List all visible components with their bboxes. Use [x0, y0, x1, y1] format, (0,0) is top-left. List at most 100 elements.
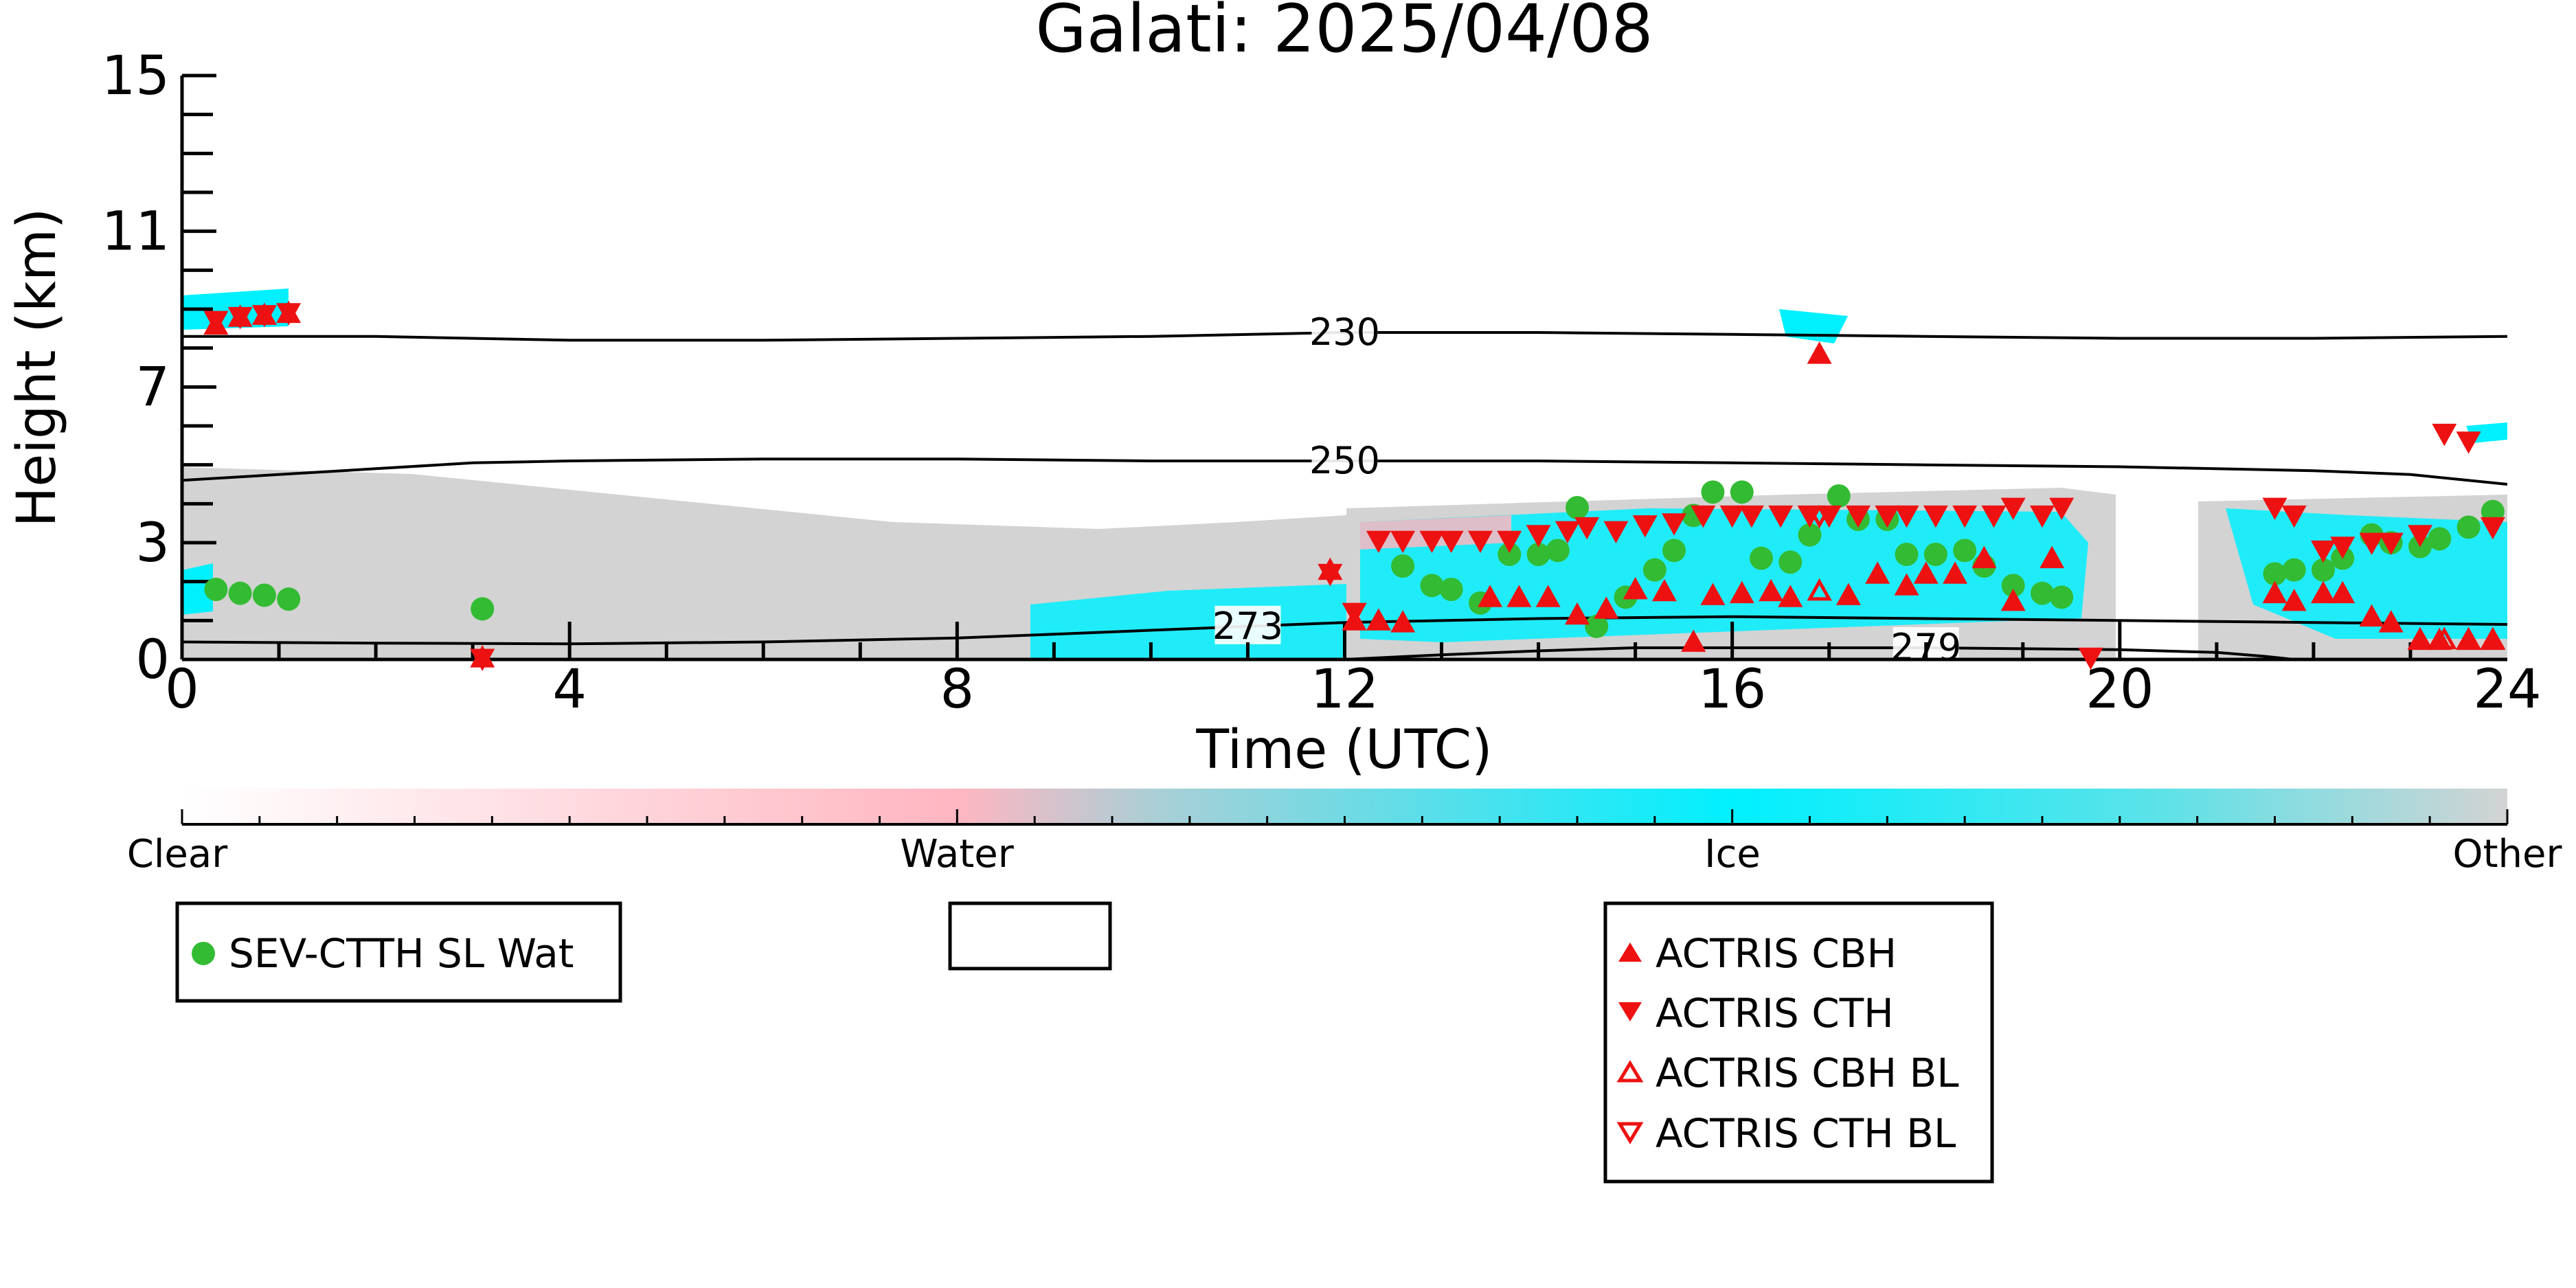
point-sev-ctth-sl-wat	[2001, 574, 2025, 598]
point-actris-cbh	[2262, 580, 2287, 604]
point-actris-cbh-bl	[1807, 578, 1832, 601]
point-actris-cth	[1632, 515, 1658, 538]
x-tick-label: 8	[940, 659, 975, 721]
colorbar-label-ice: Ice	[1704, 832, 1761, 877]
point-actris-cbh	[1535, 585, 1561, 607]
point-sev-ctth-sl-wat	[1749, 546, 1773, 570]
point-actris-cbh	[1778, 585, 1803, 607]
point-sev-ctth-sl-wat	[1827, 484, 1851, 508]
point-actris-cth	[1719, 505, 1745, 528]
point-actris-cbh	[1729, 580, 1754, 604]
point-sev-ctth-sl-wat	[2456, 515, 2481, 539]
point-actris-cth	[1526, 525, 1551, 547]
contour-250	[181, 457, 2508, 486]
legend-box-actris	[1603, 901, 1994, 1184]
point-actris-cbh	[1366, 608, 1391, 631]
legend-label-sev-ctth: SEV-CTTH SL Wat	[229, 930, 574, 977]
x-tick-label: 24	[2473, 659, 2541, 721]
point-sev-ctth-sl-wat	[1662, 539, 1686, 563]
point-actris-cth	[1816, 505, 1842, 528]
point-actris-cth	[1846, 505, 1871, 528]
point-sev-ctth-sl-wat	[2031, 581, 2054, 605]
point-actris-cbh-bl	[2480, 626, 2506, 650]
point-actris-cth	[1875, 505, 1900, 528]
point-sev-ctth-sl-wat	[1546, 539, 1570, 563]
legend-marker-actris-cth-bl	[1616, 1122, 1644, 1144]
point-actris-cth	[1342, 602, 1367, 625]
point-actris-cth	[2262, 497, 2287, 520]
point-actris-cbh-bl	[2456, 626, 2481, 650]
ice-class-region	[1360, 508, 2088, 642]
contour-label-bg	[1214, 605, 1281, 644]
point-actris-cbh	[1835, 583, 1861, 605]
contour-label-bg	[1311, 312, 1378, 350]
point-sev-ctth-sl-wat	[2428, 527, 2452, 551]
point-sev-ctth-sl-wat	[1701, 480, 1725, 504]
point-actris-cth	[227, 306, 253, 330]
y-axis-label: Height (km)	[6, 208, 68, 528]
point-actris-cth	[1390, 530, 1416, 554]
ice-class-region	[182, 563, 213, 615]
point-actris-cth	[2281, 505, 2307, 528]
point-actris-cbh	[2000, 589, 2026, 611]
point-actris-cth	[1603, 521, 1629, 543]
ice-class-region	[1779, 309, 1848, 343]
point-actris-cth	[1662, 513, 1687, 536]
colorbar-label-clear: Clear	[127, 832, 228, 877]
point-actris-cbh	[1943, 561, 1968, 584]
point-sev-ctth-sl-wat	[277, 587, 301, 611]
y-tick-label: 11	[102, 201, 170, 263]
point-actris-cbh	[1390, 610, 1416, 633]
point-actris-cth	[1419, 530, 1445, 554]
point-sev-ctth-sl-wat	[471, 597, 495, 621]
point-actris-cth	[1366, 530, 1391, 554]
point-actris-cth	[2456, 431, 2481, 454]
point-actris-cbh	[2311, 580, 2336, 604]
point-actris-cbh	[1565, 602, 1590, 625]
y-tick-label: 15	[102, 45, 170, 107]
point-actris-cth	[1438, 530, 1464, 554]
legend-box-satellite	[175, 901, 622, 1003]
point-sev-ctth-sl-wat	[1798, 523, 1822, 547]
point-actris-cth	[251, 305, 277, 328]
point-actris-cth	[1555, 521, 1580, 543]
legend-box-empty	[948, 901, 1112, 971]
point-actris-cth	[1797, 505, 1822, 528]
x-tick-label: 16	[1698, 659, 1766, 721]
point-sev-ctth-sl-wat	[2282, 558, 2306, 582]
point-actris-cbh	[1623, 577, 1648, 600]
point-sev-ctth-sl-wat	[1439, 578, 1463, 601]
point-sev-ctth-sl-wat	[1730, 480, 1754, 504]
point-actris-cth	[2359, 532, 2384, 555]
point-actris-cbh	[1594, 596, 1619, 619]
point-actris-cbh	[2040, 545, 2065, 569]
point-actris-cth	[1467, 530, 1493, 554]
colorbar-ticks	[181, 809, 2509, 824]
x-tick-label: 20	[2086, 659, 2154, 721]
point-actris-cth	[2078, 647, 2103, 670]
point-sev-ctth-sl-wat	[1953, 539, 1977, 563]
y-tick-label: 7	[135, 357, 170, 418]
colorbar-label-water: Water	[900, 832, 1015, 877]
legend-label-actris-cbh-bl: ACTRIS CBH BL	[1656, 1050, 1959, 1096]
point-sev-ctth-sl-wat	[1923, 543, 1947, 566]
point-actris-cth	[2030, 505, 2055, 528]
chart-title: Galati: 2025/04/08	[1035, 0, 1653, 67]
point-sev-ctth-sl-wat	[228, 581, 252, 605]
contour-label-230: 230	[1309, 310, 1380, 354]
point-actris-cth	[1691, 505, 1716, 528]
point-actris-cbh	[1700, 583, 1726, 605]
legend-marker-sev-ctth	[192, 942, 215, 965]
point-actris-cth	[2311, 540, 2336, 563]
point-actris-cth	[276, 303, 302, 326]
point-actris-cth	[2408, 525, 2433, 547]
point-actris-cbh	[1478, 585, 1503, 607]
legend-marker-actris-cth	[1618, 1002, 1642, 1021]
point-actris-cth	[2000, 497, 2026, 520]
point-sev-ctth-sl-wat	[2312, 558, 2336, 582]
point-actris-cth	[1739, 505, 1764, 528]
point-actris-cth	[1768, 505, 1794, 528]
point-sev-ctth-sl-wat	[1895, 543, 1919, 566]
contour-label-273: 273	[1212, 605, 1283, 648]
